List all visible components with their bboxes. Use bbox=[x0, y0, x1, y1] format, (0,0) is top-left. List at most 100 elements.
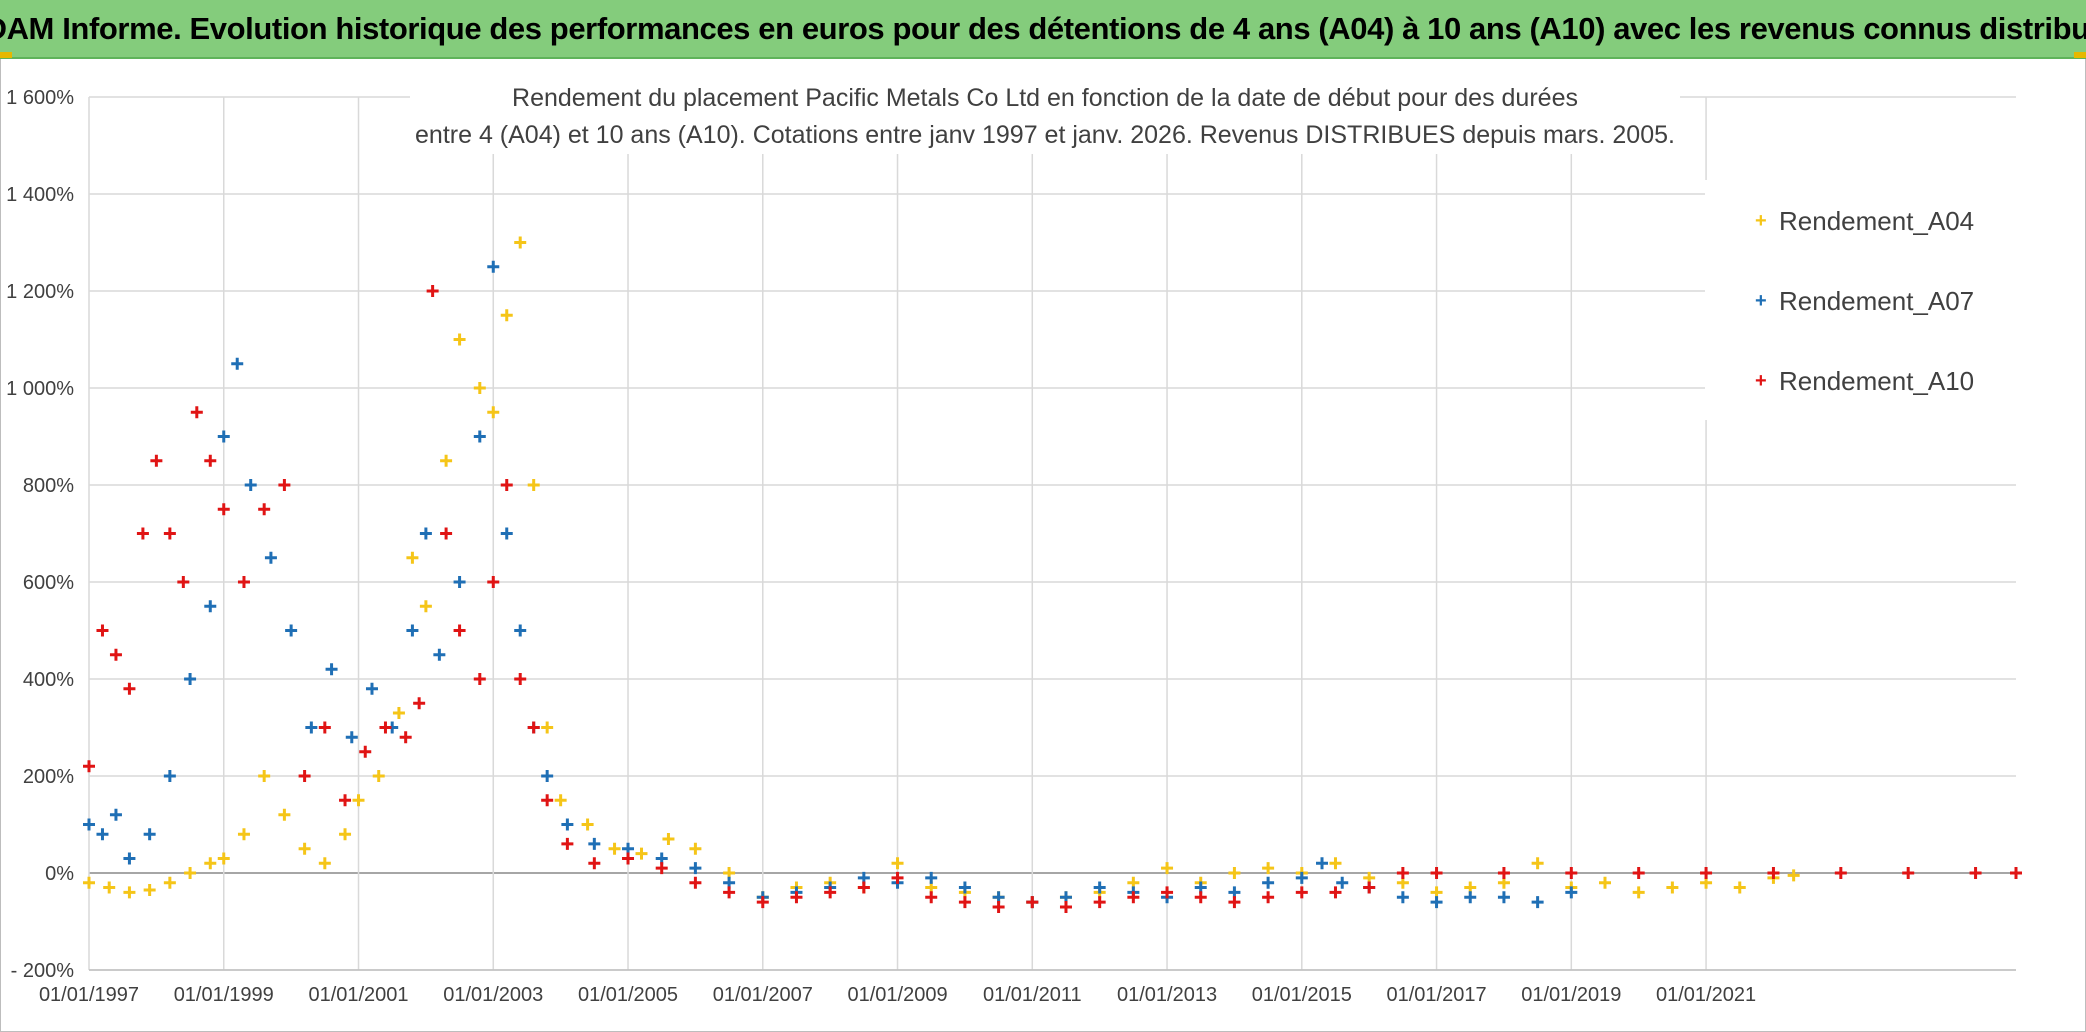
legend-item-a10: + Rendement_A10 bbox=[1755, 366, 1974, 397]
data-point bbox=[925, 891, 938, 904]
data-point bbox=[217, 852, 230, 865]
data-point bbox=[723, 886, 736, 899]
data-point bbox=[1464, 891, 1477, 904]
y-tick-label: 600% bbox=[23, 572, 74, 594]
chart-title-line-1: Rendement du placement Pacific Metals Co… bbox=[512, 84, 1578, 112]
data-point bbox=[581, 818, 594, 831]
data-point bbox=[406, 624, 419, 637]
data-point bbox=[1497, 891, 1510, 904]
data-point bbox=[992, 900, 1005, 913]
y-tick-label: 1 600% bbox=[6, 87, 74, 109]
series-Rendement_A04 bbox=[83, 236, 1800, 909]
x-tick-label: 01/01/2011 bbox=[983, 984, 1082, 1006]
data-point bbox=[790, 891, 803, 904]
data-point bbox=[244, 479, 257, 491]
data-point bbox=[500, 309, 513, 322]
data-point bbox=[123, 682, 136, 695]
data-point bbox=[500, 527, 513, 540]
plus-marker-icon: + bbox=[1755, 370, 1767, 392]
data-point bbox=[1834, 867, 1847, 879]
data-point bbox=[500, 479, 513, 491]
data-point bbox=[392, 706, 405, 719]
data-point bbox=[231, 357, 244, 370]
data-point bbox=[123, 852, 136, 865]
data-point bbox=[1161, 886, 1174, 899]
data-point bbox=[352, 794, 365, 807]
data-point bbox=[264, 551, 277, 564]
data-point bbox=[1666, 881, 1679, 894]
data-point bbox=[1295, 886, 1308, 899]
data-point bbox=[325, 663, 338, 676]
data-point bbox=[413, 697, 426, 710]
data-point bbox=[96, 828, 109, 841]
data-point bbox=[487, 576, 500, 588]
data-point bbox=[305, 721, 318, 734]
x-axis-tick-labels: 01/01/1997 01/01/1999 01/01/2001 01/01/2003… bbox=[39, 984, 1756, 1006]
data-point bbox=[1228, 867, 1241, 879]
y-axis-tick-labels: - 200% 0% 200% 400% 600% 800% 1 000% 1 200% 1 40… bbox=[6, 87, 74, 982]
data-point bbox=[1127, 891, 1140, 904]
data-point bbox=[514, 673, 527, 685]
data-point bbox=[83, 876, 95, 889]
data-point bbox=[514, 624, 527, 637]
series-Rendement_A07 bbox=[83, 260, 1578, 909]
data-point bbox=[1026, 896, 1039, 909]
data-point bbox=[487, 406, 500, 419]
data-point bbox=[258, 770, 271, 782]
legend-label-a10: Rendement_A10 bbox=[1779, 366, 1975, 396]
data-point bbox=[365, 682, 378, 695]
data-point bbox=[561, 818, 574, 831]
data-point bbox=[1093, 881, 1106, 894]
data-point bbox=[1599, 876, 1611, 889]
data-point bbox=[83, 818, 95, 831]
corner-mark-right bbox=[2074, 52, 2086, 58]
data-point bbox=[1632, 886, 1645, 899]
data-point bbox=[184, 673, 197, 685]
data-point bbox=[217, 430, 230, 443]
plus-marker-icon: + bbox=[1755, 210, 1767, 232]
legend-label-a07: Rendement_A07 bbox=[1779, 286, 1975, 316]
x-tick-label: 01/01/2003 bbox=[443, 984, 543, 1006]
data-point bbox=[426, 285, 439, 297]
banner-title: ADAM Informe. Evolution historique des p… bbox=[0, 10, 2086, 46]
data-point bbox=[662, 833, 675, 846]
data-point bbox=[541, 794, 554, 807]
data-point bbox=[372, 770, 385, 782]
data-point bbox=[1336, 876, 1349, 889]
data-point bbox=[237, 576, 250, 588]
data-point bbox=[1396, 867, 1409, 879]
data-point bbox=[756, 896, 769, 909]
data-point bbox=[136, 527, 149, 540]
data-point bbox=[150, 454, 163, 467]
data-point bbox=[453, 576, 466, 588]
data-point bbox=[278, 479, 291, 491]
data-point bbox=[184, 867, 197, 879]
data-point bbox=[163, 876, 176, 889]
data-point bbox=[1733, 881, 1746, 894]
data-point bbox=[689, 862, 702, 875]
chart-legend: + Rendement_A04 + Rendement_A07 + Rendem… bbox=[1705, 180, 2025, 420]
x-tick-label: 01/01/1999 bbox=[174, 984, 274, 1006]
data-point bbox=[608, 842, 621, 855]
y-tick-label: 0% bbox=[45, 863, 74, 885]
scatter-chart: - 200% 0% 200% 400% 600% 800% 1 000% 1 200% 1 40… bbox=[6, 87, 2022, 1006]
data-point bbox=[345, 731, 358, 744]
y-tick-label: 1 400% bbox=[6, 184, 74, 206]
y-tick-label: 1 200% bbox=[6, 281, 74, 303]
data-point bbox=[419, 600, 432, 613]
x-tick-label: 01/01/2009 bbox=[847, 984, 947, 1006]
y-tick-label: - 200% bbox=[11, 960, 75, 982]
data-point bbox=[514, 236, 527, 249]
data-point bbox=[473, 673, 486, 685]
data-point bbox=[958, 896, 971, 909]
data-point bbox=[1329, 857, 1342, 870]
data-point bbox=[359, 745, 372, 758]
data-point bbox=[635, 847, 648, 860]
plus-marker-icon: + bbox=[1755, 290, 1767, 312]
data-point bbox=[1262, 862, 1275, 875]
data-point bbox=[1329, 886, 1342, 899]
data-point bbox=[588, 857, 601, 870]
x-tick-label: 01/01/2005 bbox=[578, 984, 678, 1006]
data-point bbox=[1316, 857, 1329, 870]
x-tick-label: 01/01/2007 bbox=[713, 984, 813, 1006]
